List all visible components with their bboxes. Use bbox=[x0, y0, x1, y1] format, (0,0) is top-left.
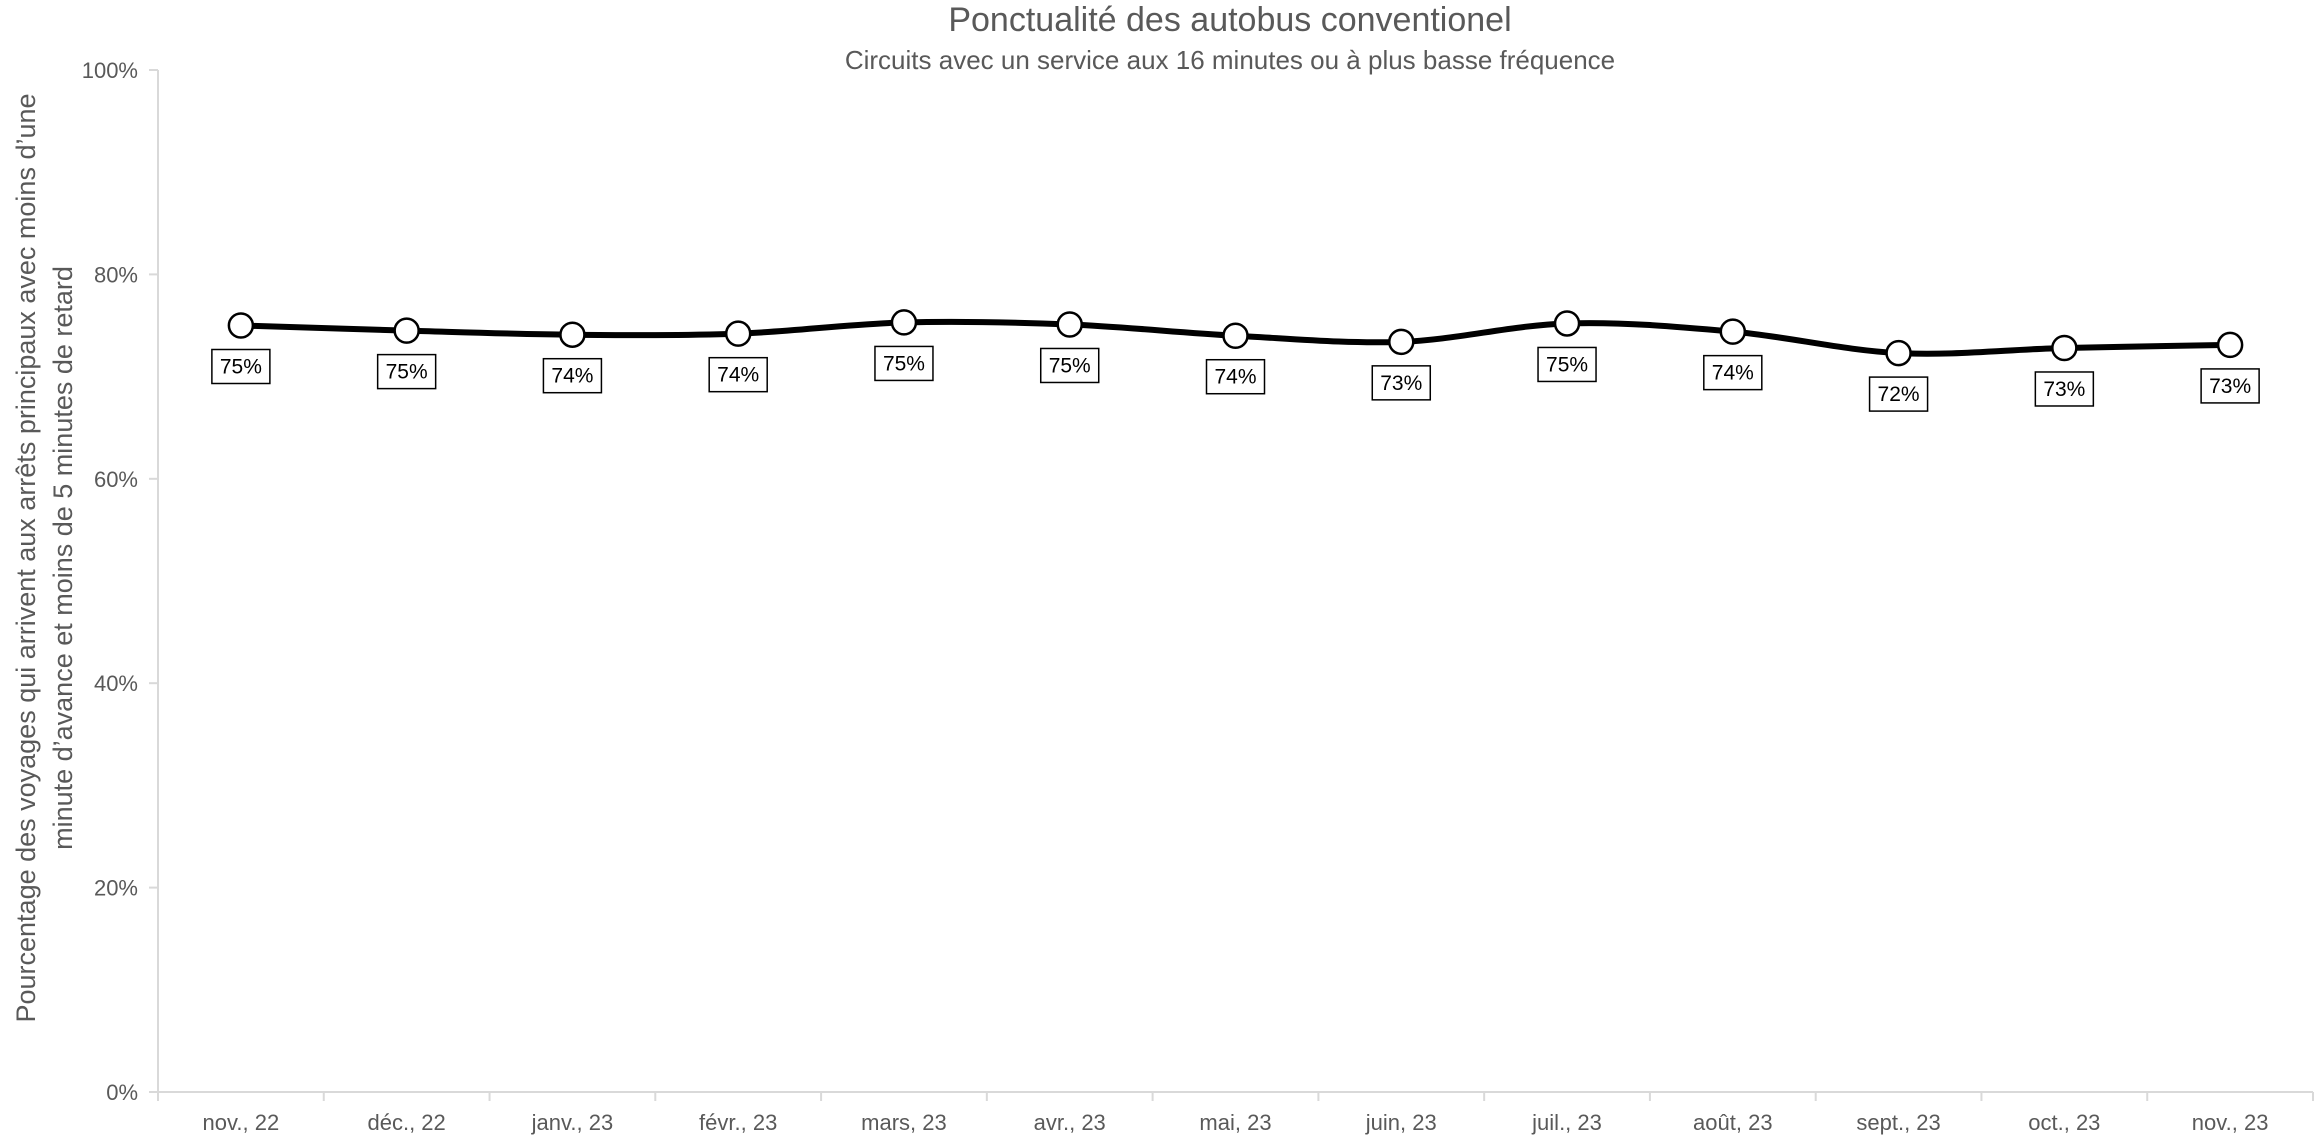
data-label-box bbox=[376, 353, 437, 390]
data-label: 73% bbox=[2209, 375, 2251, 398]
data-label: 75% bbox=[1049, 354, 1091, 377]
data-point bbox=[393, 317, 420, 344]
data-point bbox=[1388, 328, 1415, 356]
data-label: 72% bbox=[1878, 383, 1920, 406]
y-tick-label: 40% bbox=[94, 671, 138, 696]
data-point bbox=[1719, 318, 1747, 345]
x-tick-label: févr., 23 bbox=[699, 1110, 777, 1135]
data-label-box bbox=[211, 348, 271, 385]
x-tick-label: nov., 23 bbox=[2192, 1110, 2269, 1135]
data-label: 75% bbox=[386, 361, 428, 384]
x-tick-label: sept., 23 bbox=[1856, 1110, 1940, 1135]
x-tick-label: juil., 23 bbox=[1531, 1110, 1602, 1135]
data-label-box bbox=[1868, 376, 1929, 412]
axes bbox=[157, 70, 2313, 1093]
y-axis-label-line-1: Pourcentage des voyages qui arrivent aux… bbox=[11, 93, 41, 1022]
data-label: 74% bbox=[551, 365, 593, 388]
data-label: 75% bbox=[1546, 353, 1588, 376]
data-label: 75% bbox=[883, 352, 925, 375]
chart-subtitle: Circuits avec un service aux 16 minutes … bbox=[845, 45, 1615, 75]
data-point bbox=[1056, 311, 1083, 338]
data-point bbox=[2216, 331, 2244, 359]
data-label-box bbox=[2034, 371, 2095, 407]
data-label: 74% bbox=[1214, 366, 1256, 389]
data-label: 73% bbox=[2043, 378, 2085, 401]
y-tick-label: 80% bbox=[94, 262, 138, 287]
data-label-box bbox=[1205, 358, 1266, 395]
y-axis-label-line-2: minute d’avance et moins de 5 minutes de… bbox=[48, 266, 78, 850]
x-tick-label: déc., 22 bbox=[368, 1110, 446, 1135]
x-tick-label: août, 23 bbox=[1693, 1110, 1773, 1135]
x-tick-label: mai, 23 bbox=[1199, 1110, 1271, 1135]
data-point bbox=[724, 320, 752, 347]
data-label-box bbox=[874, 345, 934, 382]
data-point bbox=[559, 321, 586, 348]
y-axis-ticks: 0% 20% 40% 60% 80% 100% bbox=[82, 58, 158, 1105]
data-point bbox=[890, 309, 918, 336]
data-point bbox=[1553, 310, 1581, 337]
data-label-box bbox=[1039, 347, 1100, 384]
data-label: 74% bbox=[1712, 362, 1754, 385]
data-point bbox=[1885, 339, 1912, 367]
data-label-box bbox=[1537, 346, 1597, 383]
data-label: 74% bbox=[717, 364, 759, 387]
data-label-box bbox=[2200, 368, 2260, 404]
x-tick-label: avr., 23 bbox=[1034, 1110, 1106, 1135]
y-tick-label: 100% bbox=[82, 58, 138, 83]
x-tick-label: nov., 22 bbox=[203, 1110, 280, 1135]
data-label: 75% bbox=[220, 356, 262, 379]
y-tick-label: 20% bbox=[94, 876, 138, 901]
data-point bbox=[2051, 334, 2078, 362]
y-tick-label: 0% bbox=[106, 1080, 138, 1105]
data-label-box bbox=[708, 356, 768, 393]
x-tick-label: mars, 23 bbox=[861, 1110, 947, 1135]
data-point bbox=[227, 312, 255, 339]
data-label: 73% bbox=[1380, 372, 1422, 395]
data-point bbox=[1222, 322, 1249, 349]
y-axis-label: Pourcentage des voyages qui arrivent aux… bbox=[11, 93, 78, 1022]
data-label-box bbox=[542, 357, 603, 394]
series-layer: 75% 75% 74% 74% 75% 75% 74% 73% 75% 74% 72% 73% 73% bbox=[211, 309, 2260, 412]
x-tick-label: oct., 23 bbox=[2028, 1110, 2100, 1135]
data-label-box bbox=[1703, 354, 1763, 391]
y-tick-label: 60% bbox=[94, 467, 138, 492]
x-tick-label: janv., 23 bbox=[531, 1110, 614, 1135]
x-tick-label: juin, 23 bbox=[1365, 1110, 1437, 1135]
chart-title: Ponctualité des autobus conventionel bbox=[948, 1, 1511, 39]
data-label-box bbox=[1371, 365, 1432, 401]
x-axis-ticks: nov., 22 déc., 22 janv., 23 févr., 23 mars, … bbox=[157, 1092, 2314, 1135]
